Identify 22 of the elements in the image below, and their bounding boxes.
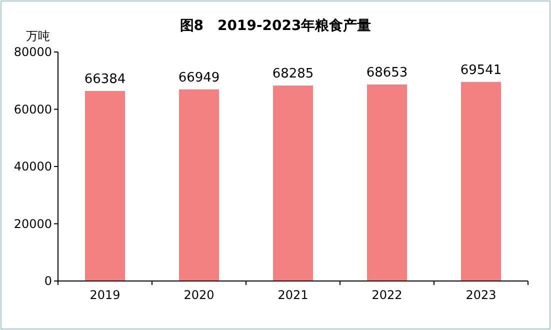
data-label: 68653 [366,65,408,80]
chart-title: 图8 2019-2023年粮食产量 [180,17,372,34]
y-axis-title: 万吨 [26,29,50,43]
data-label: 66384 [84,72,126,87]
y-tick-label: 60000 [14,102,52,116]
bar [179,89,219,281]
data-label: 68285 [272,66,314,82]
y-tick-label: 20000 [14,216,52,231]
x-tick-label: 2023 [466,288,496,302]
bar [367,84,407,281]
bar [85,90,125,281]
y-tick-label: 80000 [14,45,52,59]
x-tick-label: 2020 [184,288,214,302]
x-tick-label: 2019 [90,288,120,302]
y-tick-label: 40000 [14,160,52,174]
data-label: 66949 [178,70,220,86]
data-label: 69541 [460,62,502,78]
bar [461,82,501,281]
x-tick-label: 2022 [372,288,402,302]
x-tick-label: 2021 [278,288,308,302]
y-tick-label: 0 [44,274,52,288]
bar [273,86,313,281]
